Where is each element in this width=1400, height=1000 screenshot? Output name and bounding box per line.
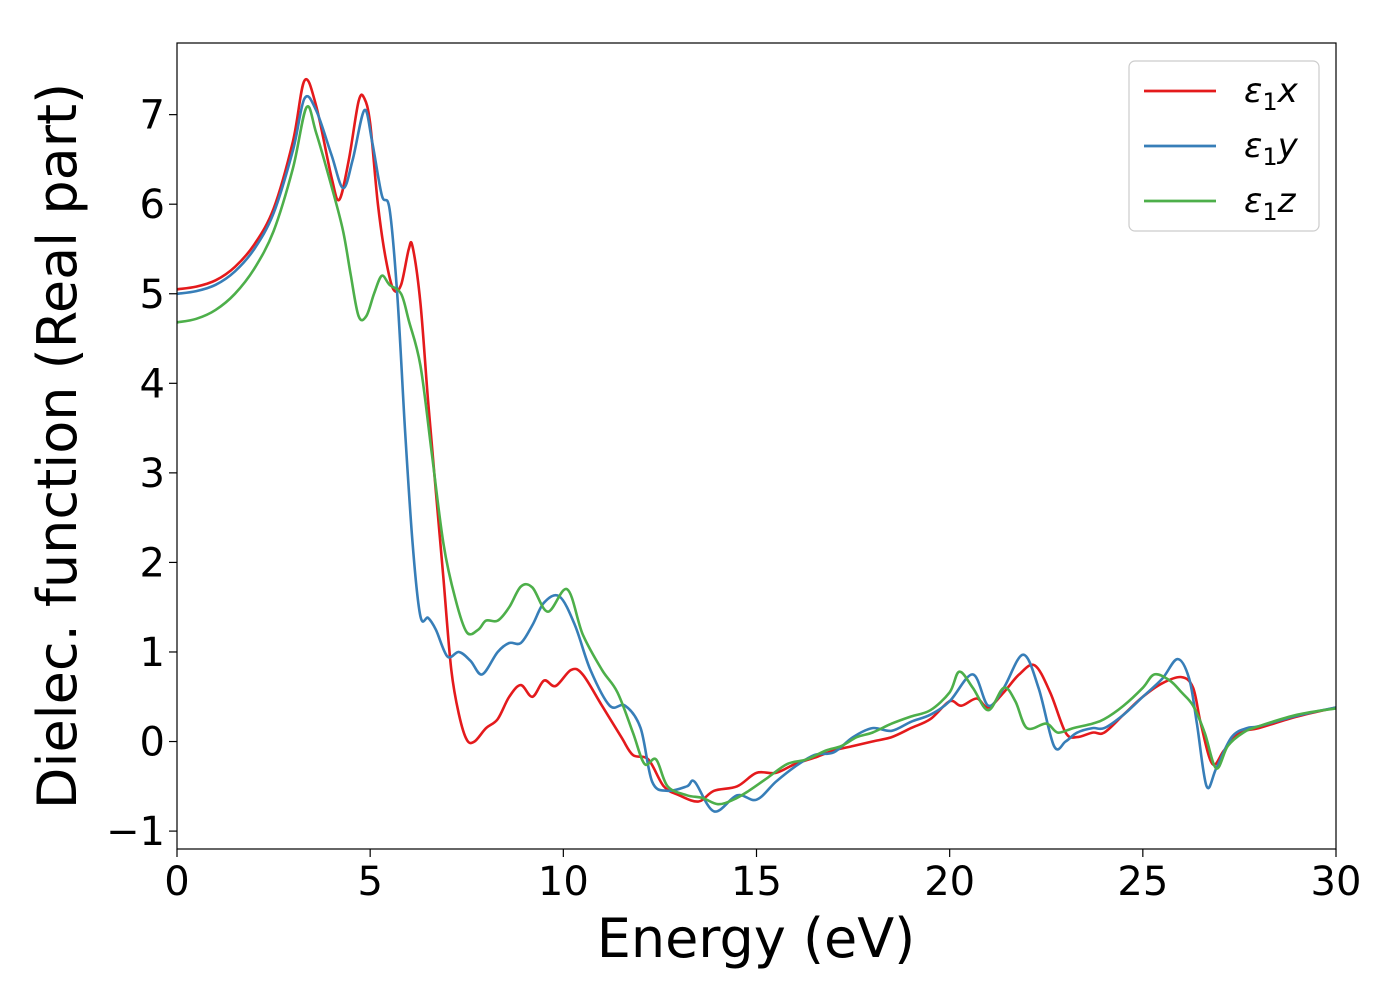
x-tick-label: 20 (924, 859, 975, 905)
y-tick-label: 4 (140, 361, 165, 407)
y-tick-label: 7 (140, 93, 165, 139)
y-tick-label: 3 (140, 451, 165, 497)
y-tick-label: 6 (140, 182, 165, 228)
y-tick-label: 0 (140, 720, 165, 766)
series-layer (177, 77, 1336, 813)
y-tick-label: −1 (106, 809, 165, 855)
legend-label-x: ε1x (1244, 71, 1299, 116)
x-tick-label: 30 (1311, 859, 1362, 905)
y-axis-label: Dielec. function (Real part) (26, 83, 89, 809)
y-tick-label: 5 (140, 272, 165, 318)
legend-label-z: ε1z (1244, 181, 1297, 226)
legend-box (1128, 60, 1320, 232)
x-tick-label: 0 (164, 859, 189, 905)
y-axis: −1 0 1 2 3 4 5 6 7 (106, 93, 177, 855)
legend-label-y: ε1y (1244, 126, 1299, 171)
y-tick-label: 1 (140, 630, 165, 676)
legend: ε1x ε1y ε1z (1128, 60, 1320, 232)
x-tick-label: 15 (731, 859, 782, 905)
x-axis-label: Energy (eV) (597, 907, 916, 970)
x-tick-label: 25 (1117, 859, 1168, 905)
x-tick-label: 10 (538, 859, 589, 905)
series-line-x (177, 77, 1336, 803)
series-line-z (177, 105, 1336, 806)
y-tick-label: 2 (140, 540, 165, 586)
series-line-y (177, 94, 1336, 813)
x-axis: 0 5 10 15 20 25 30 (164, 849, 1361, 905)
x-tick-label: 5 (357, 859, 382, 905)
